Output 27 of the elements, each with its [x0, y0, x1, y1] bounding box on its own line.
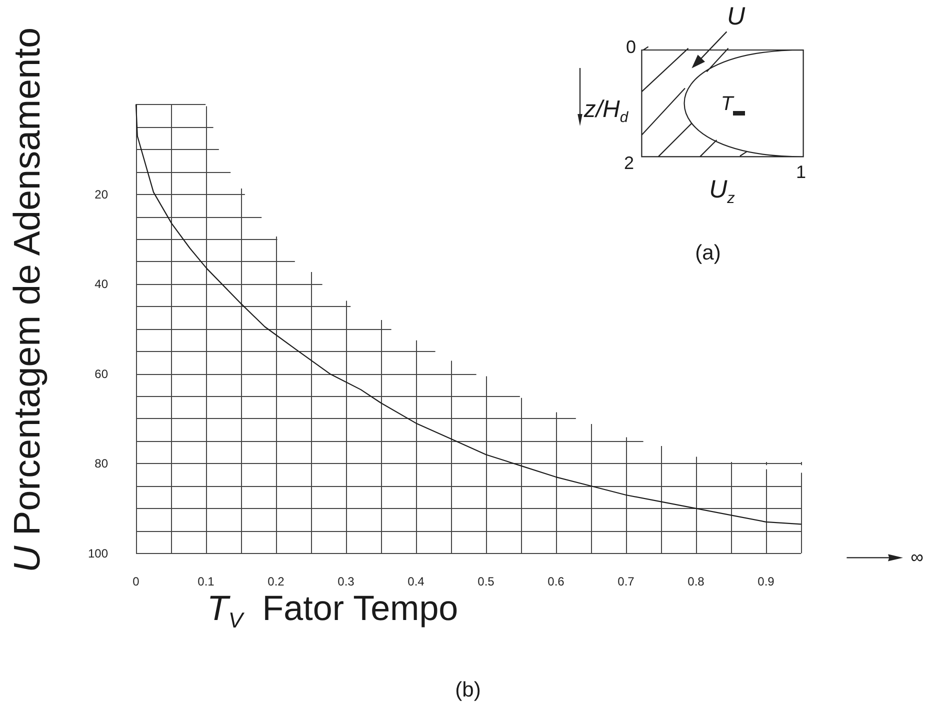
y-tick-label: 60 — [94, 366, 108, 381]
text: U — [726, 2, 746, 30]
x-tick-label: 0.1 — [198, 574, 215, 588]
x-tick-label: 0.3 — [338, 574, 355, 588]
x-axis-title: T$_{V}$ Fator Tempo — [207, 589, 458, 633]
y-axis-title: U Porcentagem de Adensamento — [6, 27, 48, 573]
y-tick-label: 100 — [88, 546, 108, 560]
text: ∞ — [910, 547, 924, 567]
x-tick-label: 0.7 — [618, 574, 635, 588]
x-tick-label: 0.9 — [758, 574, 775, 588]
x-tick-label: 0.4 — [408, 574, 425, 588]
annotation: 2 — [624, 153, 634, 173]
y-tick-label: 20 — [94, 187, 108, 202]
y-tick-label: 80 — [94, 456, 108, 471]
annotation: z/H$_{d}$ — [584, 96, 628, 126]
annotation: 1 — [796, 162, 806, 182]
annotation: (a) — [695, 242, 721, 264]
x-tick-label: 0.5 — [478, 574, 495, 588]
text: (b) — [455, 678, 481, 702]
x-tick-label: 0.6 — [548, 574, 565, 588]
annotation: U$_{z}$ — [709, 176, 735, 207]
x-tick-label: 0 — [132, 574, 140, 588]
x-tick-label: 0.2 — [268, 574, 285, 588]
x-tick-label: 0.8 — [688, 574, 705, 588]
y-tick-label: 40 — [94, 277, 108, 292]
annotation: T — [720, 93, 734, 115]
text: 0 — [626, 37, 636, 57]
